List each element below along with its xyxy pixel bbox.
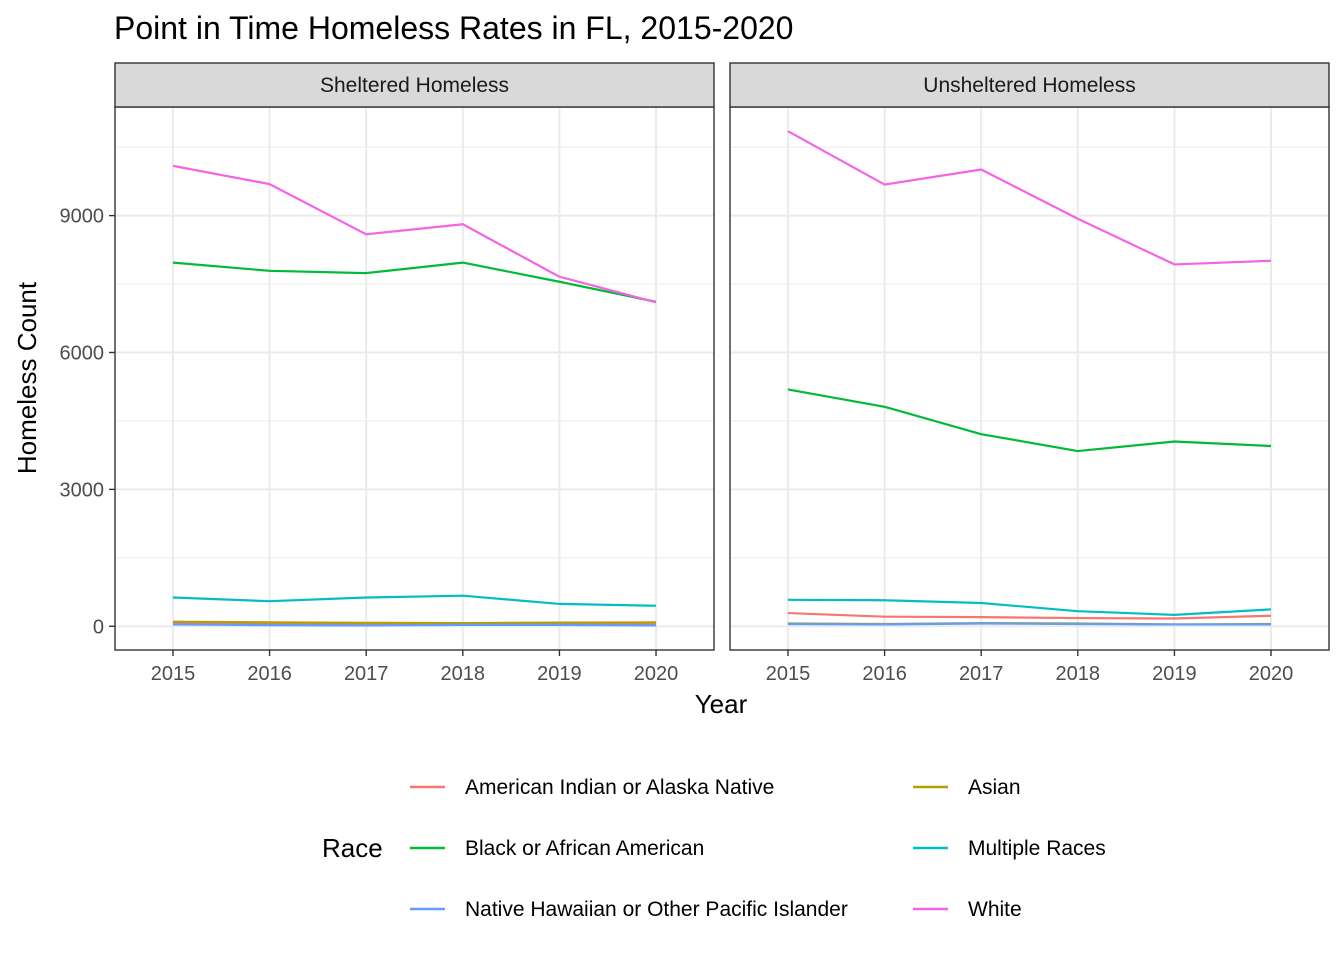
x-tick-label: 2018: [1056, 663, 1101, 685]
x-tick-label: 2020: [1249, 663, 1294, 685]
series-line-black-or-african-american: [787, 388, 1272, 453]
facet-strip-label: Unsheltered Homeless: [923, 74, 1135, 97]
x-tick-label: 2017: [959, 663, 1004, 685]
legend: Race American Indian or Alaska Native Asi…: [322, 776, 1106, 921]
facet-strip-label: Sheltered Homeless: [320, 74, 509, 97]
series-line-white: [787, 130, 1272, 266]
legend-label: American Indian or Alaska Native: [465, 776, 774, 799]
y-tick-label: 3000: [60, 479, 105, 501]
legend-label: White: [968, 898, 1022, 921]
x-axis-title: Year: [695, 689, 748, 719]
legend-title: Race: [322, 833, 383, 863]
panel-sheltered-homeless: Sheltered Homeless 2015 2016 2017 2018 2019 20…: [60, 62, 715, 685]
legend-label: Black or African American: [465, 837, 704, 860]
x-tick-label: 2015: [151, 663, 196, 685]
x-tick-label: 2017: [344, 663, 389, 685]
facet-panels: Sheltered Homeless 2015 2016 2017 2018 2019 20…: [60, 62, 1330, 685]
x-tick-label: 2019: [1152, 663, 1197, 685]
x-tick-label: 2018: [441, 663, 486, 685]
facet-strip: [114, 62, 715, 108]
legend-item-asian: Asian: [913, 776, 1021, 799]
legend-item-native-hawaiian-or-other-pacific-islander: Native Hawaiian or Other Pacific Islande…: [410, 898, 848, 921]
legend-item-black-or-african-american: Black or African American: [410, 837, 704, 860]
x-tick-label: 2016: [862, 663, 907, 685]
series-line-american-indian-or-alaska-native: [787, 611, 1272, 620]
panel-background: [730, 107, 1329, 650]
chart-title: Point in Time Homeless Rates in FL, 2015…: [114, 10, 793, 46]
y-tick-label: 6000: [60, 342, 105, 364]
y-tick-label: 0: [93, 616, 104, 638]
x-tick-label: 2016: [247, 663, 292, 685]
y-tick-label: 9000: [60, 206, 105, 228]
y-axis-title: Homeless Count: [12, 281, 42, 474]
series-line-native-hawaiian-or-other-pacific-islander: [787, 622, 1272, 626]
legend-label: Asian: [968, 776, 1021, 799]
legend-item-white: White: [913, 898, 1022, 921]
x-tick-label: 2015: [766, 663, 811, 685]
legend-label: Native Hawaiian or Other Pacific Islande…: [465, 898, 848, 921]
series-line-white: [172, 164, 657, 304]
legend-item-multiple-races: Multiple Races: [913, 837, 1106, 860]
panel-background: [115, 107, 714, 650]
panel-unsheltered-homeless: Unsheltered Homeless 2015 2016 2017 2018 2019…: [729, 62, 1330, 685]
series-line-native-hawaiian-or-other-pacific-islander: [172, 623, 657, 627]
x-tick-label: 2019: [537, 663, 582, 685]
facet-strip: [729, 62, 1330, 108]
series-line-asian: [172, 620, 657, 625]
series-line-black-or-african-american: [172, 261, 657, 303]
series-line-multiple-races: [172, 594, 657, 607]
series-line-multiple-races: [787, 598, 1272, 616]
legend-item-american-indian-or-alaska-native: American Indian or Alaska Native: [410, 776, 774, 799]
x-tick-label: 2020: [634, 663, 679, 685]
legend-label: Multiple Races: [968, 837, 1106, 860]
